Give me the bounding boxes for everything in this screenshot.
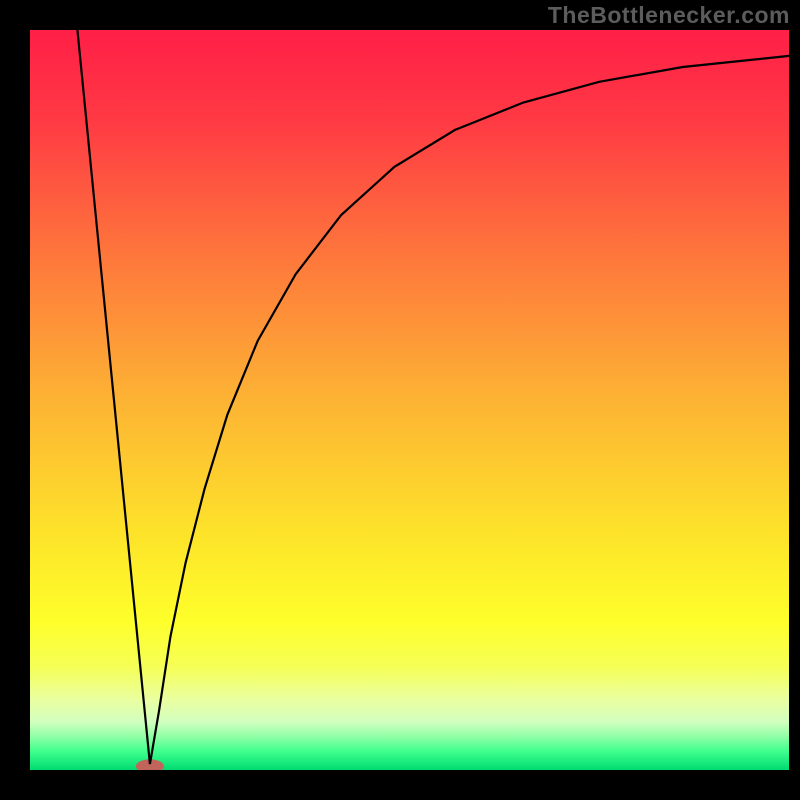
plot-background: [30, 30, 789, 770]
bottleneck-chart: [0, 0, 800, 800]
watermark-text: TheBottlenecker.com: [548, 2, 790, 29]
chart-container: TheBottlenecker.com: [0, 0, 800, 800]
